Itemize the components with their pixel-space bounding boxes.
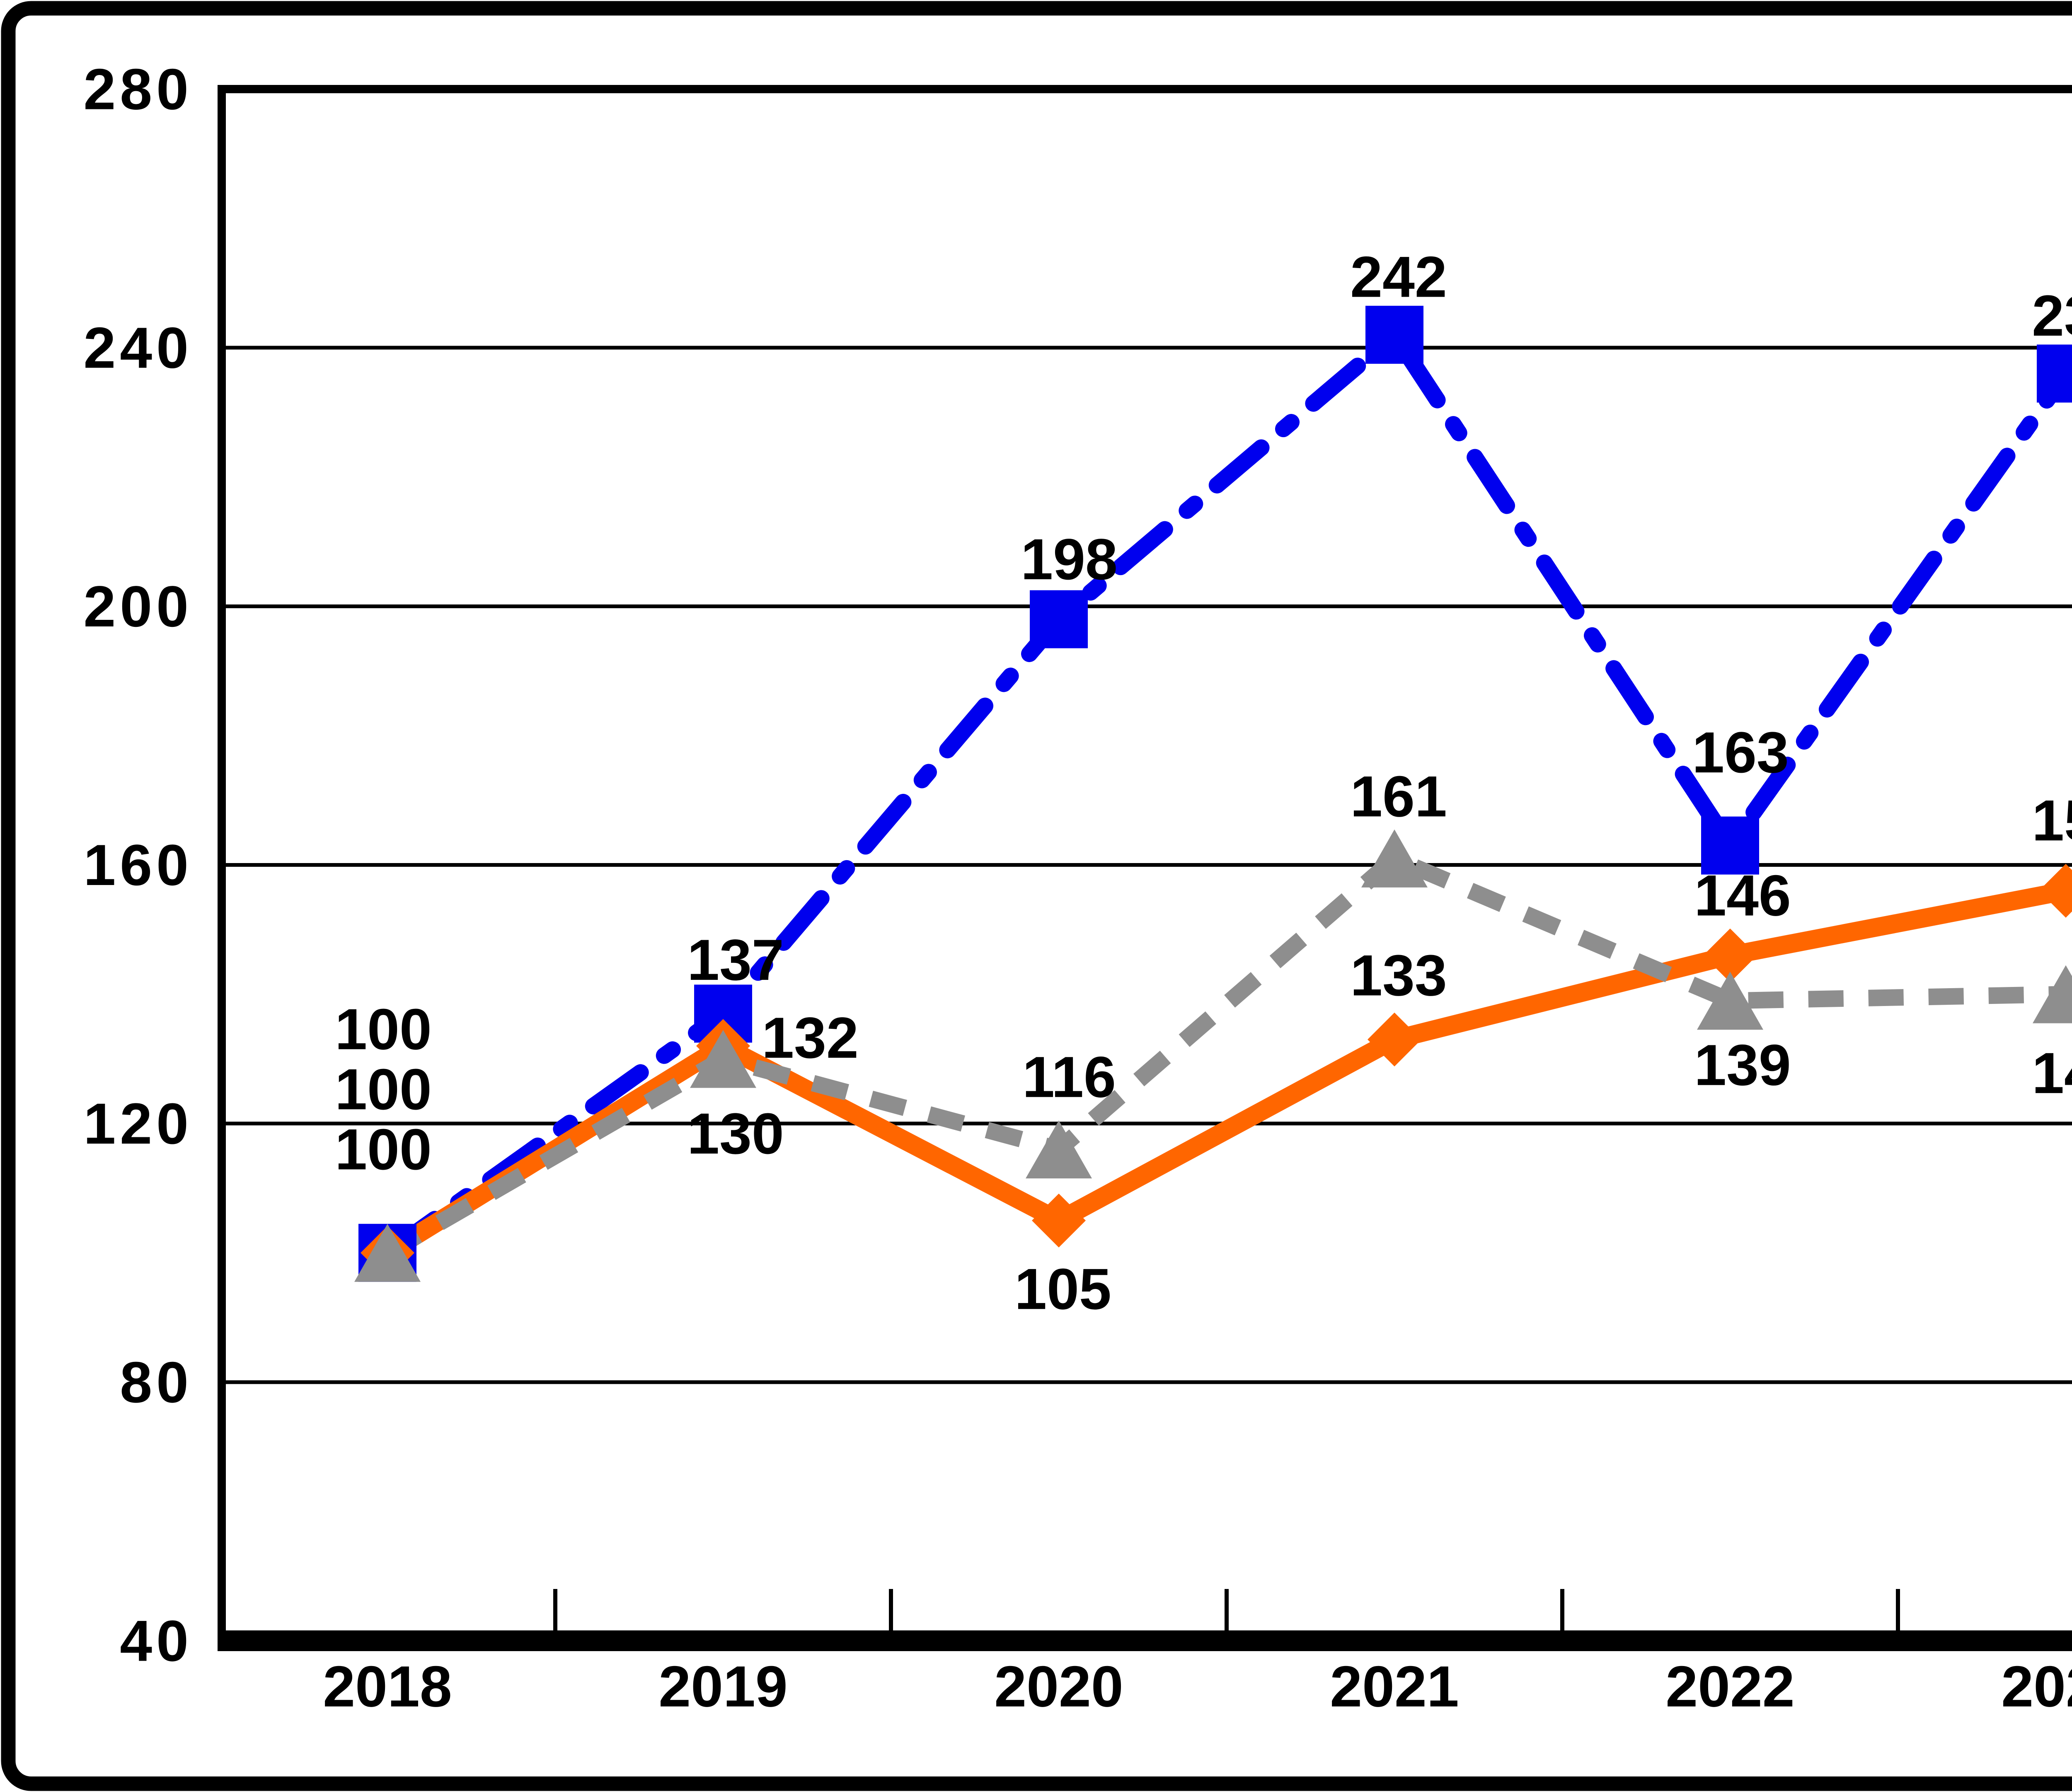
marker-square-nasdaq-index-2020	[1030, 590, 1088, 648]
plot-border	[218, 85, 2072, 1641]
marker-diamond-1st-source-corporation-2020	[1032, 1193, 1086, 1248]
data-label-1st-source-corporation-2020: 105	[1014, 1256, 1111, 1321]
x-tick-label-2019: 2019	[658, 1654, 787, 1719]
marker-diamond-1st-source-corporation-2023	[2039, 863, 2072, 918]
data-label-srce-peer-group-2018: 100	[335, 1117, 432, 1182]
data-label-nasdaq-index-2022: 163	[1692, 720, 1789, 785]
data-label-nasdaq-index-2020: 198	[1021, 527, 1118, 592]
x-tick-label-2021: 2021	[1330, 1654, 1459, 1719]
series-line-srce-peer-group	[383, 850, 2066, 1260]
data-label-nasdaq-index-2023: 236	[2032, 283, 2072, 348]
x-tick-label-2018: 2018	[323, 1654, 452, 1719]
data-label-1st-source-corporation-2019: 132	[762, 1005, 859, 1070]
series-line-nasdaq-index	[379, 326, 2072, 1261]
y-tick-label-280: 280	[83, 57, 193, 122]
data-label-nasdaq-index-2018: 100	[335, 996, 432, 1062]
marker-square-nasdaq-index-2023	[2037, 344, 2072, 403]
marker-diamond-1st-source-corporation-2021	[1368, 1012, 1421, 1066]
data-label-srce-peer-group-2022: 139	[1694, 1033, 1791, 1098]
marker-triangle-srce-peer-group-2023	[2033, 965, 2072, 1023]
marker-square-nasdaq-index-2021	[1365, 305, 1423, 364]
marker-square-nasdaq-index-2022	[1701, 816, 1759, 875]
y-tick-label-240: 240	[83, 315, 193, 380]
marker-diamond-1st-source-corporation-2022	[1703, 928, 1757, 982]
y-tick-label-80: 80	[120, 1349, 193, 1415]
x-tick-label-2020: 2020	[994, 1654, 1123, 1719]
marker-triangle-srce-peer-group-2019	[690, 1030, 756, 1088]
data-label-srce-peer-group-2019: 130	[687, 1101, 784, 1166]
data-label-srce-peer-group-2023: 140	[2032, 1040, 2072, 1105]
marker-triangle-srce-peer-group-2022	[1697, 972, 1763, 1030]
data-label-nasdaq-index-2019: 137	[687, 927, 784, 992]
data-label-1st-source-corporation-2021: 133	[1350, 943, 1447, 1008]
data-label-srce-peer-group-2020: 116	[1022, 1045, 1116, 1110]
y-tick-label-120: 120	[83, 1091, 193, 1156]
y-tick-label-40: 40	[120, 1608, 193, 1674]
data-label-1st-source-corporation-2023: 156	[2032, 788, 2072, 853]
data-label-nasdaq-index-2021: 242	[1350, 244, 1447, 309]
y-tick-label-160: 160	[83, 832, 193, 897]
marker-triangle-srce-peer-group-2018	[354, 1224, 421, 1282]
marker-triangle-srce-peer-group-2020	[1026, 1120, 1092, 1179]
data-label-srce-peer-group-2021: 161	[1350, 764, 1447, 829]
x-tick-label-2022: 2022	[1665, 1654, 1794, 1719]
data-label-1st-source-corporation-2018: 100	[335, 1057, 432, 1122]
x-tick-label-2023: 2023	[2001, 1654, 2072, 1719]
data-label-1st-source-corporation-2022: 146	[1694, 863, 1791, 928]
y-tick-label-200: 200	[83, 574, 193, 639]
series-line-1st-source-corporation	[378, 881, 2072, 1262]
marker-triangle-srce-peer-group-2021	[1361, 829, 1428, 888]
